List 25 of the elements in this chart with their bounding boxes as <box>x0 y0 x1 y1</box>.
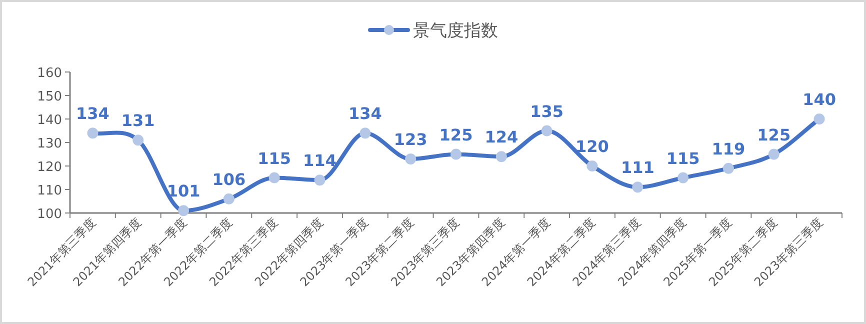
data-label: 101 <box>166 182 200 201</box>
data-label: 114 <box>303 151 336 170</box>
data-label: 106 <box>212 170 246 189</box>
data-label: 124 <box>484 128 518 147</box>
data-label: 134 <box>348 104 382 124</box>
legend-label: 景气度指数 <box>413 21 498 41</box>
data-label: 111 <box>620 158 654 178</box>
data-label: 134 <box>76 104 110 124</box>
y-tick-label: 100 <box>37 207 62 222</box>
data-label: 115 <box>666 148 700 168</box>
data-label: 120 <box>576 137 609 156</box>
data-label: 135 <box>530 102 564 121</box>
y-tick-label: 140 <box>37 113 62 128</box>
y-tick-label: 150 <box>37 90 62 104</box>
data-label: 125 <box>757 125 791 144</box>
data-label: 115 <box>258 148 292 168</box>
data-label: 131 <box>121 111 155 130</box>
data-label: 140 <box>802 90 836 109</box>
y-tick-label: 130 <box>37 136 62 152</box>
data-label: 125 <box>439 125 473 144</box>
y-tick-label: 110 <box>37 184 62 198</box>
data-label: 119 <box>712 139 746 158</box>
data-label: 123 <box>394 130 428 149</box>
y-tick-label: 120 <box>37 160 62 175</box>
y-tick-label: 160 <box>37 66 62 81</box>
